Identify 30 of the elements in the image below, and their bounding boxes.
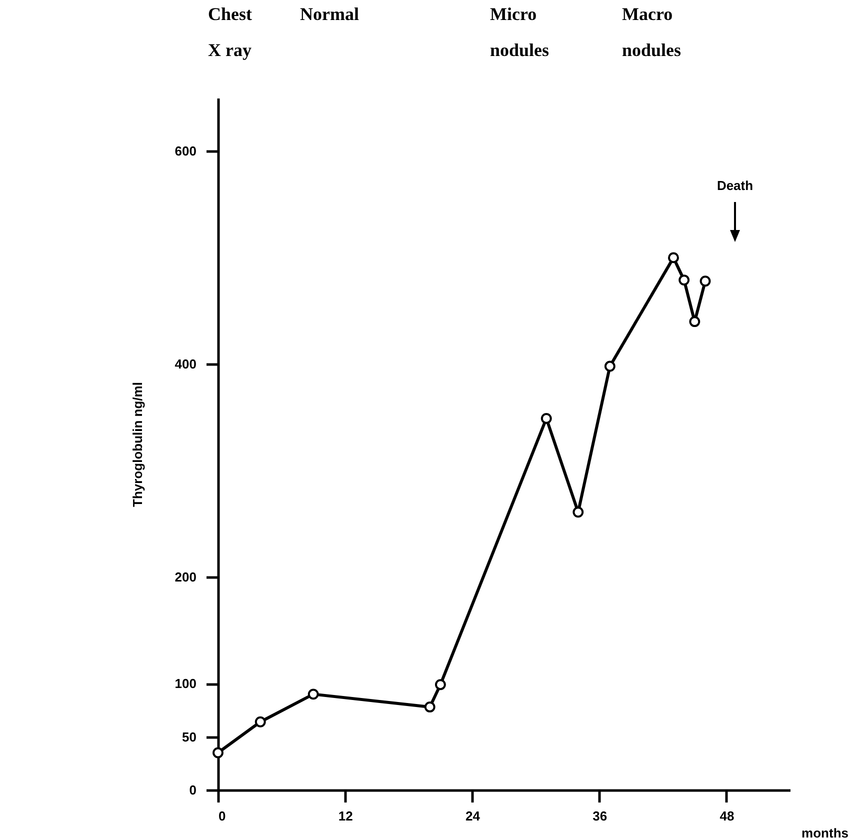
- point: [689, 316, 700, 328]
- y-tick-label: 600: [174, 144, 196, 159]
- point: [668, 252, 679, 264]
- y-tick-label: 200: [174, 570, 196, 585]
- point: [678, 274, 690, 286]
- point: [212, 747, 224, 758]
- y-tick-label: 0: [189, 782, 196, 798]
- y-tick-label: 100: [174, 676, 196, 692]
- point: [604, 360, 616, 372]
- y-tick-label: 400: [174, 356, 196, 372]
- y-axis-title: Thyroglobulin ng/ml: [130, 382, 145, 507]
- point: [434, 679, 446, 690]
- point: [572, 506, 584, 518]
- point: [254, 716, 266, 728]
- text: Macro nodules: [622, 4, 682, 60]
- text: Normal: [300, 4, 359, 24]
- x-tick-label: 0: [218, 808, 226, 824]
- x-tick-label: 36: [592, 808, 608, 824]
- x-tick-label: 12: [338, 808, 353, 824]
- text: Micro nodules: [490, 4, 550, 60]
- x-tick-label: 48: [720, 808, 734, 824]
- point: [540, 412, 552, 424]
- point: [700, 276, 711, 287]
- text: Chest X ray: [208, 4, 252, 60]
- x-axis-title: months: [802, 826, 848, 839]
- annotation: Death: [716, 178, 754, 193]
- point: [424, 701, 436, 712]
- x-tick-label: 24: [465, 808, 481, 824]
- y-tick-label: 50: [182, 729, 196, 744]
- point: [308, 688, 319, 700]
